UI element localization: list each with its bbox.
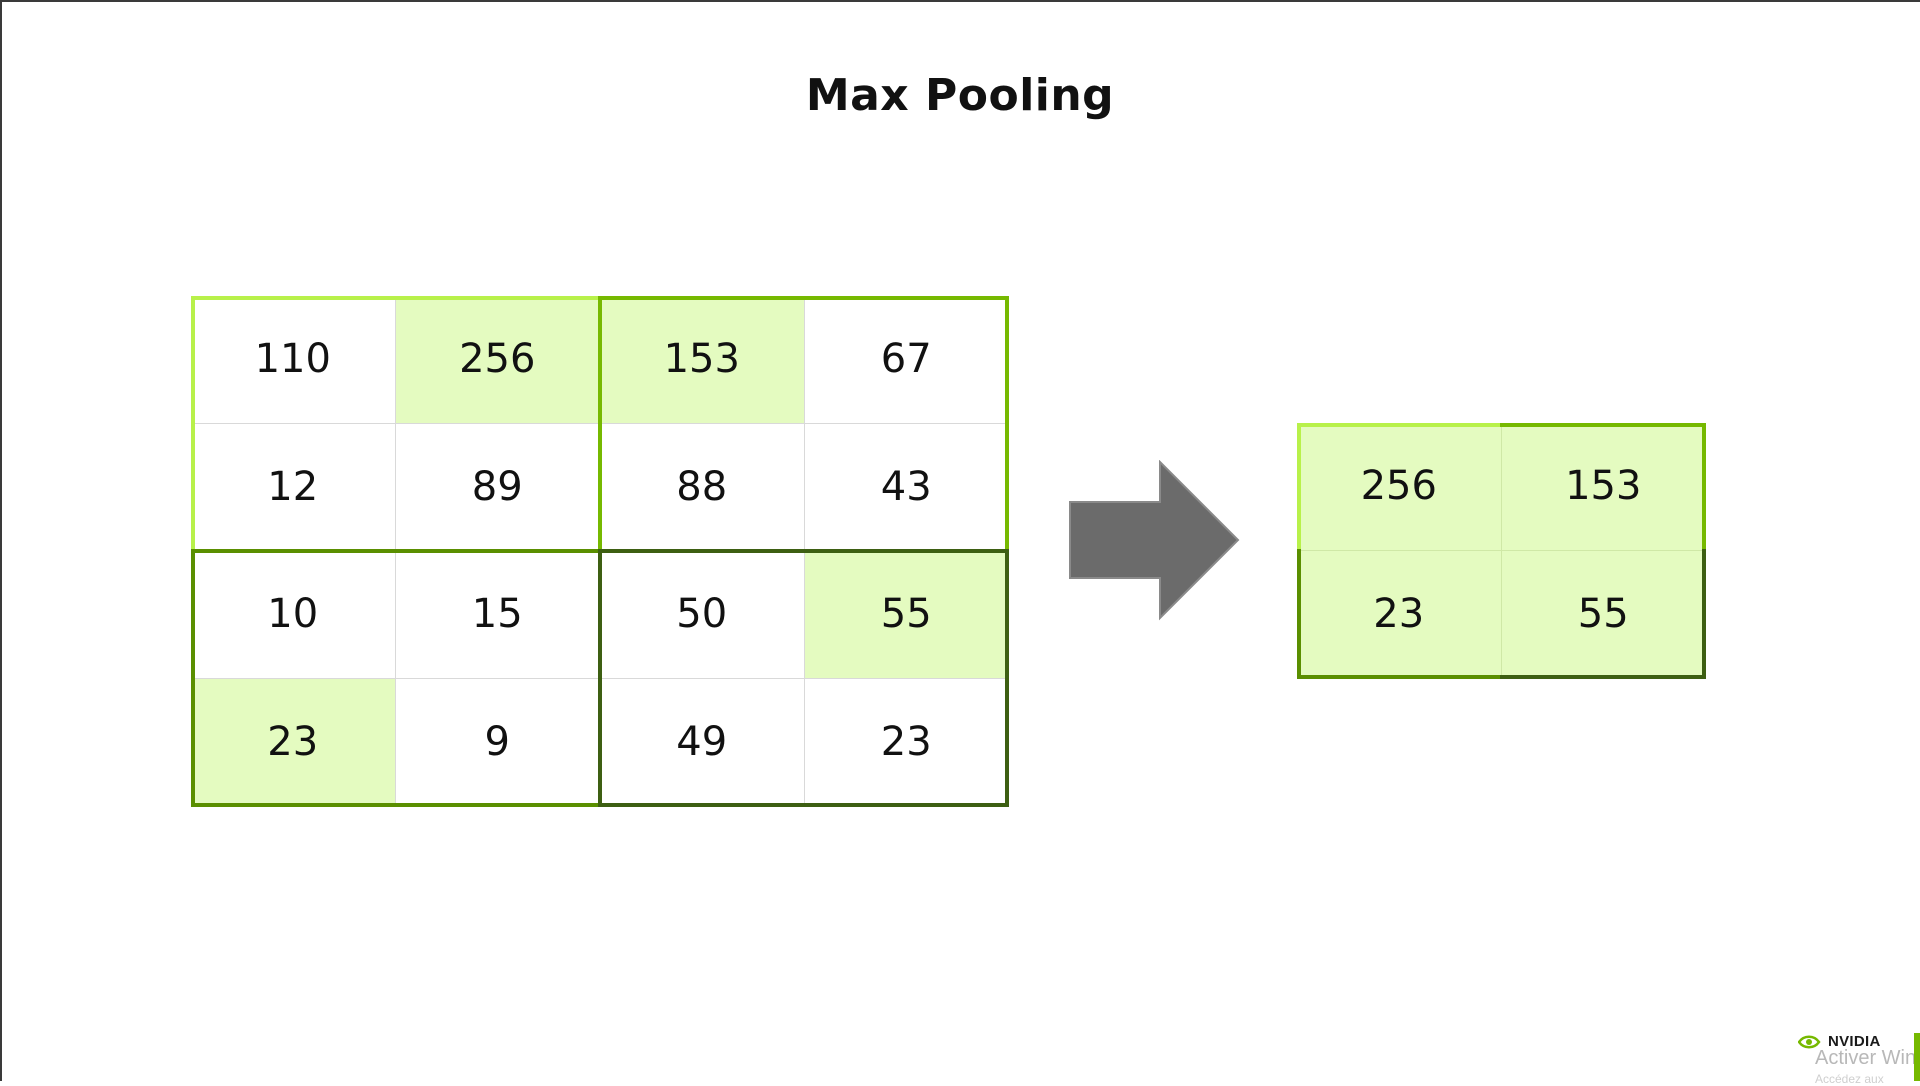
input-cell-r3c3: 50 <box>600 551 805 679</box>
slide-frame-top <box>0 0 1920 2</box>
output-cell-r2c1: 23 <box>1297 550 1502 678</box>
input-cell-r3c2: 15 <box>395 551 600 679</box>
input-cell-r4c2: 9 <box>395 678 600 806</box>
input-cell-r2c3: 88 <box>600 423 805 551</box>
input-cell-r1c3: 153 <box>600 296 805 424</box>
nvidia-logo-icon <box>1798 1035 1821 1048</box>
input-cell-r2c4: 43 <box>804 423 1009 551</box>
page-title: Max Pooling <box>805 70 1115 121</box>
input-matrix: 110 256 153 67 12 89 88 43 10 15 50 55 2… <box>191 296 1009 806</box>
output-cell-r1c2: 153 <box>1501 423 1706 551</box>
input-cell-r3c4: 55 <box>804 551 1009 679</box>
nvidia-logo: NVIDIA <box>1798 1033 1881 1050</box>
input-cell-r4c1: 23 <box>191 678 396 806</box>
slide-frame-left <box>0 0 2 1081</box>
output-cell-r1c1: 256 <box>1297 423 1502 551</box>
output-matrix: 256 153 23 55 <box>1297 423 1706 678</box>
windows-activation-watermark: Activer Win <box>1815 1047 1917 1069</box>
input-cell-r2c1: 12 <box>191 423 396 551</box>
output-cell-r2c2: 55 <box>1501 550 1706 678</box>
right-arrow-icon <box>1069 460 1240 621</box>
windows-activation-watermark-sub: Accédez aux <box>1815 1072 1884 1086</box>
input-cell-r2c2: 89 <box>395 423 600 551</box>
logo-text: NVIDIA <box>1828 1033 1881 1050</box>
input-cell-r4c3: 49 <box>600 678 805 806</box>
input-cell-r1c2: 256 <box>395 296 600 424</box>
input-cell-r3c1: 10 <box>191 551 396 679</box>
input-cell-r1c4: 67 <box>804 296 1009 424</box>
corner-accent-bar <box>1914 1033 1920 1081</box>
input-cell-r4c4: 23 <box>804 678 1009 806</box>
input-cell-r1c1: 110 <box>191 296 396 424</box>
